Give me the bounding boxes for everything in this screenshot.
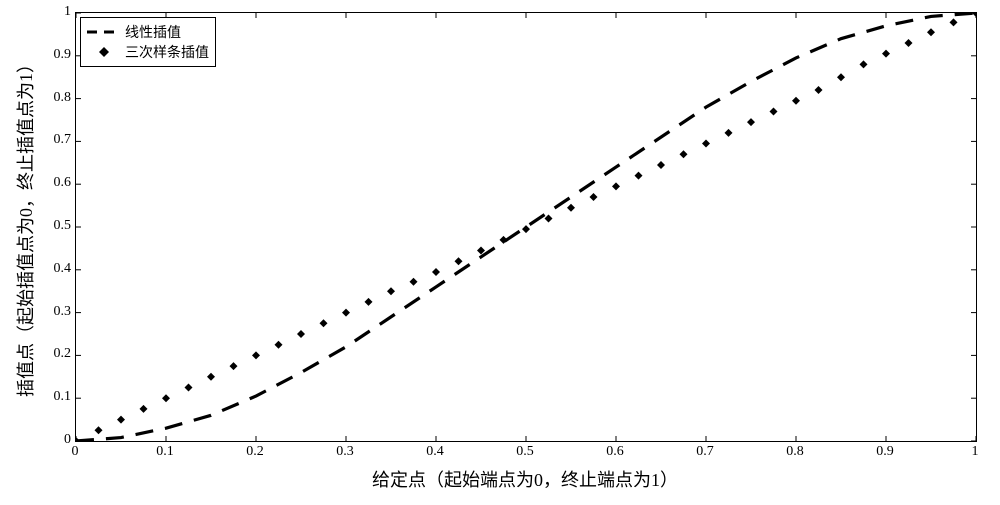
x-tick-label: 0.1 <box>156 444 174 460</box>
series-diamond-marker <box>950 18 958 26</box>
y-tick-label: 0.9 <box>47 47 71 63</box>
legend-swatch-diamond <box>87 44 121 60</box>
series-diamond-marker <box>590 193 598 201</box>
series-diamond-marker <box>432 268 440 276</box>
series-diamond-marker <box>927 28 935 36</box>
chart-container: 给定点（起始端点为0，终止端点为1） 插值点（起始插值点为0，终止插值点为1） … <box>0 0 1000 505</box>
y-tick-label: 0.2 <box>47 346 71 362</box>
series-diamond-marker <box>522 225 530 233</box>
series-diamond-marker <box>252 351 260 359</box>
series-diamond-marker <box>905 39 913 47</box>
x-tick-label: 0.6 <box>606 444 624 460</box>
y-tick-label: 0.8 <box>47 90 71 106</box>
series-diamond-marker <box>95 426 103 434</box>
x-tick-label: 0.8 <box>786 444 804 460</box>
series-diamond-marker <box>657 161 665 169</box>
series-diamond-marker <box>342 309 350 317</box>
legend-box: 线性插值 三次样条插值 <box>80 17 216 67</box>
x-tick-label: 0.9 <box>876 444 894 460</box>
series-diamond-marker <box>860 60 868 68</box>
y-tick-label: 0.4 <box>47 261 71 277</box>
plot-svg <box>76 13 976 441</box>
series-diamond-marker <box>500 236 508 244</box>
x-tick-label: 0.2 <box>246 444 264 460</box>
y-tick-label: 1 <box>47 4 71 20</box>
series-diamond-marker <box>635 172 643 180</box>
series-diamond-marker <box>792 97 800 105</box>
series-diamond-marker <box>320 319 328 327</box>
x-tick-label: 0.4 <box>426 444 444 460</box>
legend-label-linear: 线性插值 <box>125 22 181 42</box>
series-diamond-marker <box>297 330 305 338</box>
x-axis-label: 给定点（起始端点为0，终止端点为1） <box>372 466 678 492</box>
y-axis-label: 插值点（起始插值点为0，终止插值点为1） <box>12 55 38 397</box>
x-tick-label: 0 <box>72 444 79 460</box>
legend-label-spline: 三次样条插值 <box>125 42 209 62</box>
y-tick-label: 0.1 <box>47 389 71 405</box>
series-diamond-marker <box>702 140 710 148</box>
series-diamond-marker <box>162 394 170 402</box>
series-diamond-marker <box>140 405 148 413</box>
y-tick-label: 0 <box>47 432 71 448</box>
y-tick-label: 0.7 <box>47 132 71 148</box>
series-diamond-marker <box>117 416 125 424</box>
series-diamond-marker <box>365 298 373 306</box>
series-diamond-marker <box>387 287 395 295</box>
series-diamond-marker <box>185 384 193 392</box>
y-tick-label: 0.3 <box>47 304 71 320</box>
series-diamond-marker <box>275 341 283 349</box>
series-diamond-marker <box>882 50 890 58</box>
series-diamond-marker <box>230 362 238 370</box>
legend-item-linear: 线性插值 <box>87 22 209 42</box>
legend-item-spline: 三次样条插值 <box>87 42 209 62</box>
series-diamond-marker <box>815 86 823 94</box>
x-tick-label: 1 <box>972 444 979 460</box>
series-diamond-marker <box>725 129 733 137</box>
series-diamond-marker <box>410 278 418 286</box>
x-tick-label: 0.5 <box>516 444 534 460</box>
legend-swatch-dashed <box>87 24 121 40</box>
series-diamond-marker <box>680 150 688 158</box>
series-diamond-marker <box>612 182 620 190</box>
y-tick-label: 0.6 <box>47 175 71 191</box>
series-diamond-marker <box>455 257 463 265</box>
x-tick-label: 0.3 <box>336 444 354 460</box>
series-diamond-marker <box>545 214 553 222</box>
y-tick-label: 0.5 <box>47 218 71 234</box>
series-diamond-marker <box>747 118 755 126</box>
series-diamond-marker <box>837 73 845 81</box>
series-diamond-marker <box>770 107 778 115</box>
series-diamond-marker <box>207 373 215 381</box>
series-diamond-marker <box>567 204 575 212</box>
plot-area <box>75 12 977 442</box>
x-tick-label: 0.7 <box>696 444 714 460</box>
